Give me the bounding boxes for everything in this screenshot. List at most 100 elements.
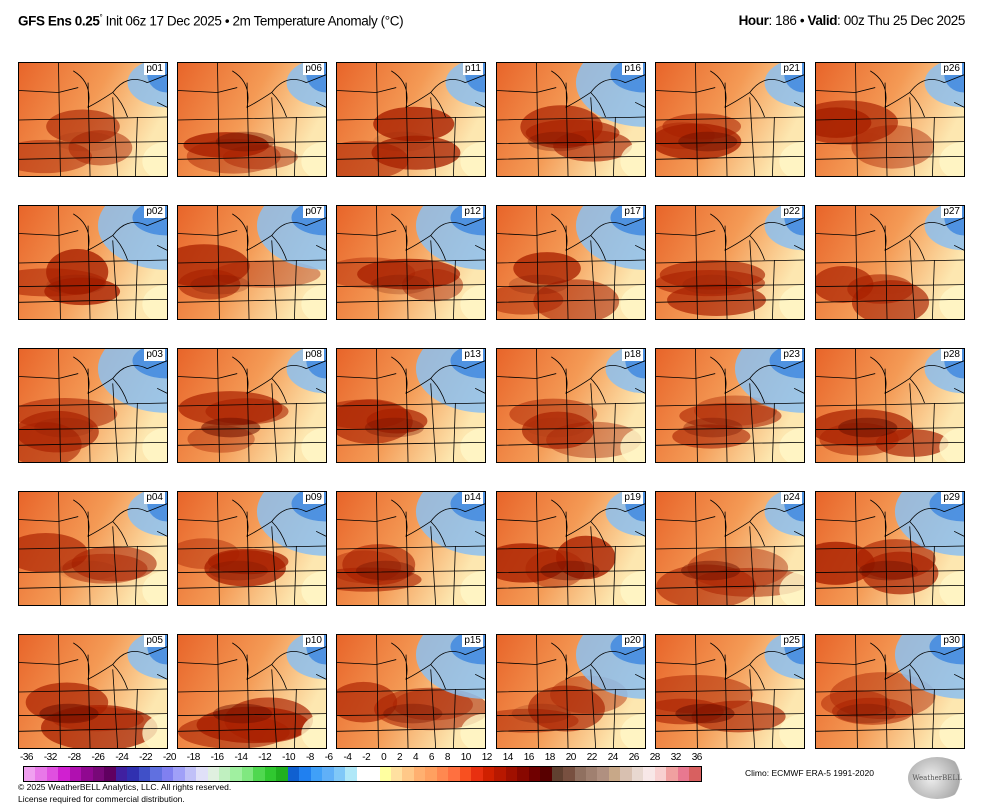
ensemble-member-map: p25 bbox=[655, 634, 805, 749]
colorbar-tick-label: -12 bbox=[258, 752, 272, 763]
colorbar-tick-label: 10 bbox=[460, 752, 472, 763]
colorbar-cell bbox=[161, 767, 174, 781]
colorbar-cell bbox=[207, 767, 219, 781]
ensemble-member-map: p29 bbox=[815, 491, 965, 606]
ensemble-member-map: p07 bbox=[177, 205, 327, 320]
colorbar-cell bbox=[24, 767, 36, 781]
member-label: p13 bbox=[462, 349, 483, 361]
colorbar-cell bbox=[620, 767, 632, 781]
colorbar-tick-label: 12 bbox=[481, 752, 493, 763]
ensemble-member-map: p20 bbox=[496, 634, 646, 749]
ensemble-member-map: p19 bbox=[496, 491, 646, 606]
colorbar-tick-label: -20 bbox=[162, 752, 176, 763]
colorbar-tick-label: -14 bbox=[234, 752, 248, 763]
ensemble-member-map: p26 bbox=[815, 62, 965, 177]
colorbar-tick-label: 18 bbox=[544, 752, 556, 763]
colorbar-tick-label: 8 bbox=[444, 752, 451, 763]
colorbar-cell bbox=[425, 767, 437, 781]
ensemble-member-map: p18 bbox=[496, 348, 646, 463]
degree-mark: ° bbox=[99, 13, 103, 22]
colorbar-cell bbox=[459, 767, 472, 781]
colorbar-tick-label: -32 bbox=[43, 752, 57, 763]
colorbar-cell bbox=[379, 767, 391, 781]
colorbar-tick-label: 24 bbox=[607, 752, 619, 763]
colorbar-cell bbox=[218, 767, 231, 781]
colorbar-cell bbox=[540, 767, 552, 781]
hour-label: Hour bbox=[738, 13, 769, 28]
colorbar-tick-label: 4 bbox=[412, 752, 419, 763]
member-label: p20 bbox=[622, 635, 643, 647]
colorbar-cell bbox=[666, 767, 678, 781]
member-label: p03 bbox=[144, 349, 165, 361]
ensemble-member-map: p27 bbox=[815, 205, 965, 320]
member-label: p29 bbox=[941, 492, 962, 504]
colorbar-tick-label: -8 bbox=[305, 752, 314, 763]
member-label: p21 bbox=[781, 63, 802, 75]
colorbar-cell bbox=[184, 767, 197, 781]
colorbar-cell bbox=[643, 767, 655, 781]
colorbar-tick-label: 32 bbox=[670, 752, 682, 763]
ensemble-member-map: p08 bbox=[177, 348, 327, 463]
colorbar-cell bbox=[69, 767, 82, 781]
colorbar-cell bbox=[196, 767, 208, 781]
copyright: © 2025 WeatherBELL Analytics, LLC. All r… bbox=[18, 782, 232, 792]
colorbar-tick-label: -2 bbox=[362, 752, 371, 763]
colorbar-cell bbox=[391, 767, 403, 781]
ensemble-member-map: p14 bbox=[336, 491, 486, 606]
colorbar-cell bbox=[299, 767, 311, 781]
colorbar-tick-label: -24 bbox=[115, 752, 129, 763]
colorbar-cell bbox=[494, 767, 506, 781]
ensemble-member-map: p15 bbox=[336, 634, 486, 749]
ensemble-member-map: p01 bbox=[18, 62, 168, 177]
colorbar-cell bbox=[677, 767, 690, 781]
member-label: p04 bbox=[144, 492, 165, 504]
colorbar-ticks: -36 -32 -28 -26 -24 -22 -20 -18 -16 -14 -12 -10 -8 -6… bbox=[20, 752, 702, 763]
license-note: License required for commercial distribu… bbox=[18, 794, 185, 804]
colorbar-cell bbox=[413, 767, 426, 781]
ensemble-member-map: p05 bbox=[18, 634, 168, 749]
ensemble-member-map: p17 bbox=[496, 205, 646, 320]
colorbar-cell bbox=[368, 767, 380, 781]
colorbar-tick-label: -36 bbox=[20, 752, 33, 763]
ensemble-member-map: p22 bbox=[655, 205, 805, 320]
member-label: p30 bbox=[941, 635, 962, 647]
member-label: p26 bbox=[941, 63, 962, 75]
colorbar-cell bbox=[310, 767, 323, 781]
colorbar-cell bbox=[35, 767, 47, 781]
colorbar-cell bbox=[104, 767, 116, 781]
ensemble-member-map: p09 bbox=[177, 491, 327, 606]
colorbar-cell bbox=[448, 767, 460, 781]
colorbar-cell bbox=[574, 767, 586, 781]
colorbar-tick-label: -10 bbox=[282, 752, 296, 763]
colorbar bbox=[23, 766, 702, 782]
member-label: p28 bbox=[941, 349, 962, 361]
colorbar-cell bbox=[230, 767, 242, 781]
colorbar-tick-label: -16 bbox=[210, 752, 224, 763]
ensemble-member-map: p21 bbox=[655, 62, 805, 177]
member-label: p09 bbox=[303, 492, 324, 504]
colorbar-cell bbox=[631, 767, 644, 781]
member-label: p18 bbox=[622, 349, 643, 361]
colorbar-cell bbox=[322, 767, 334, 781]
member-label: p22 bbox=[781, 206, 802, 218]
member-label: p27 bbox=[941, 206, 962, 218]
valid-value: : 00z Thu 25 Dec 2025 bbox=[837, 13, 965, 28]
member-label: p15 bbox=[462, 635, 483, 647]
member-label: p01 bbox=[144, 63, 165, 75]
colorbar-cell bbox=[471, 767, 483, 781]
colorbar-cell bbox=[356, 767, 369, 781]
colorbar-cell bbox=[436, 767, 449, 781]
colorbar-tick-label: -4 bbox=[343, 752, 352, 763]
colorbar-cell bbox=[551, 767, 564, 781]
colorbar-tick-label: -18 bbox=[186, 752, 200, 763]
ensemble-member-map: p23 bbox=[655, 348, 805, 463]
colorbar-cell bbox=[46, 767, 59, 781]
colorbar-cell bbox=[654, 767, 667, 781]
colorbar-cell bbox=[608, 767, 621, 781]
colorbar-cell bbox=[127, 767, 139, 781]
member-label: p06 bbox=[303, 63, 324, 75]
member-label: p05 bbox=[144, 635, 165, 647]
valid-info: Hour: 186 • Valid: 00z Thu 25 Dec 2025 bbox=[738, 13, 966, 28]
colorbar-cell bbox=[597, 767, 609, 781]
valid-label: Valid bbox=[807, 13, 838, 28]
